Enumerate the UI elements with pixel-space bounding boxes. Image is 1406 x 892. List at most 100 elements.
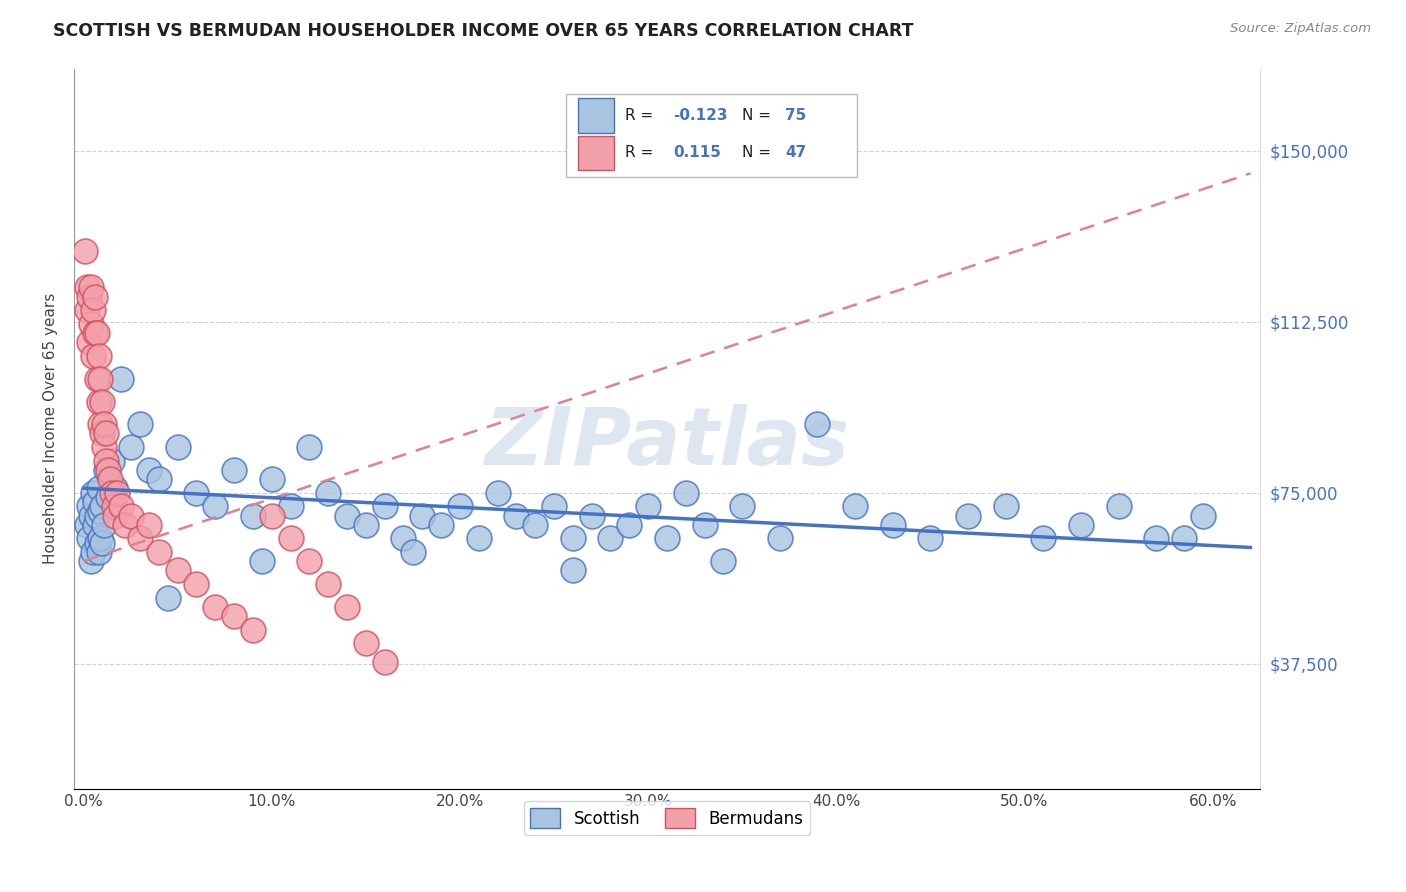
Scottish	[449, 500, 471, 514]
Bermudans	[87, 349, 110, 363]
Scottish	[89, 504, 111, 518]
Bermudans	[82, 349, 104, 363]
Scottish	[91, 500, 114, 514]
Text: 0.115: 0.115	[673, 145, 721, 161]
Bermudans	[104, 508, 127, 523]
Scottish	[91, 536, 114, 550]
Bermudans	[222, 608, 245, 623]
Text: 47: 47	[786, 145, 807, 161]
Bermudans	[374, 655, 396, 669]
Scottish	[222, 463, 245, 477]
Scottish	[186, 485, 208, 500]
Bermudans	[354, 636, 377, 650]
Text: R =: R =	[626, 145, 658, 161]
Scottish	[374, 500, 396, 514]
Scottish	[82, 545, 104, 559]
Bermudans	[97, 463, 120, 477]
Scottish	[561, 563, 583, 577]
Scottish	[1192, 508, 1215, 523]
Scottish	[505, 508, 527, 523]
Bar	[578, 98, 613, 133]
Text: Source: ZipAtlas.com: Source: ZipAtlas.com	[1230, 22, 1371, 36]
Scottish	[242, 508, 264, 523]
Bermudans	[77, 289, 100, 303]
Bermudans	[105, 485, 128, 500]
Scottish	[157, 591, 180, 605]
Scottish	[599, 532, 621, 546]
Bermudans	[110, 500, 132, 514]
Scottish	[769, 532, 792, 546]
Scottish	[402, 545, 425, 559]
Bermudans	[75, 244, 97, 258]
Scottish	[637, 500, 659, 514]
Scottish	[731, 500, 754, 514]
Scottish	[252, 554, 274, 568]
Bermudans	[77, 335, 100, 350]
Scottish	[87, 481, 110, 495]
Bermudans	[166, 563, 188, 577]
Bermudans	[138, 517, 160, 532]
Scottish	[655, 532, 678, 546]
Bermudans	[186, 577, 208, 591]
Bermudans	[316, 577, 339, 591]
Bermudans	[242, 623, 264, 637]
Scottish	[204, 500, 226, 514]
Scottish	[336, 508, 359, 523]
Scottish	[543, 500, 565, 514]
Bermudans	[83, 326, 105, 340]
Scottish	[280, 500, 302, 514]
Bermudans	[120, 508, 142, 523]
Scottish	[76, 517, 98, 532]
Scottish	[166, 440, 188, 454]
Scottish	[89, 532, 111, 546]
Scottish	[619, 517, 641, 532]
Scottish	[86, 536, 108, 550]
Scottish	[411, 508, 433, 523]
Scottish	[956, 508, 979, 523]
Scottish	[561, 532, 583, 546]
Scottish	[110, 372, 132, 386]
Scottish	[129, 417, 152, 432]
Scottish	[94, 463, 117, 477]
Bermudans	[86, 372, 108, 386]
Bermudans	[89, 372, 111, 386]
Bermudans	[129, 532, 152, 546]
Scottish	[581, 508, 603, 523]
Bermudans	[103, 500, 125, 514]
Bermudans	[204, 599, 226, 614]
Bermudans	[260, 508, 283, 523]
Y-axis label: Householder Income Over 65 years: Householder Income Over 65 years	[44, 293, 58, 565]
Scottish	[806, 417, 828, 432]
Scottish	[148, 472, 170, 486]
Bermudans	[148, 545, 170, 559]
Scottish	[392, 532, 415, 546]
Scottish	[882, 517, 904, 532]
Bermudans	[86, 326, 108, 340]
Bermudans	[83, 289, 105, 303]
Bermudans	[98, 472, 121, 486]
Bermudans	[76, 303, 98, 318]
Scottish	[1032, 532, 1054, 546]
Scottish	[77, 532, 100, 546]
Scottish	[87, 545, 110, 559]
Scottish	[83, 517, 105, 532]
Bermudans	[94, 426, 117, 441]
Scottish	[100, 454, 122, 468]
Bermudans	[94, 454, 117, 468]
Bermudans	[336, 599, 359, 614]
Scottish	[354, 517, 377, 532]
Scottish	[1173, 532, 1195, 546]
Bermudans	[80, 280, 103, 294]
Text: ZIPatlas: ZIPatlas	[485, 404, 849, 483]
Scottish	[524, 517, 547, 532]
Scottish	[711, 554, 734, 568]
Scottish	[675, 485, 697, 500]
Scottish	[430, 517, 453, 532]
Bermudans	[80, 317, 103, 331]
Text: N =: N =	[741, 145, 776, 161]
Bermudans	[93, 440, 115, 454]
Bermudans	[280, 532, 302, 546]
Scottish	[93, 517, 115, 532]
FancyBboxPatch shape	[567, 94, 856, 177]
Bermudans	[91, 394, 114, 409]
